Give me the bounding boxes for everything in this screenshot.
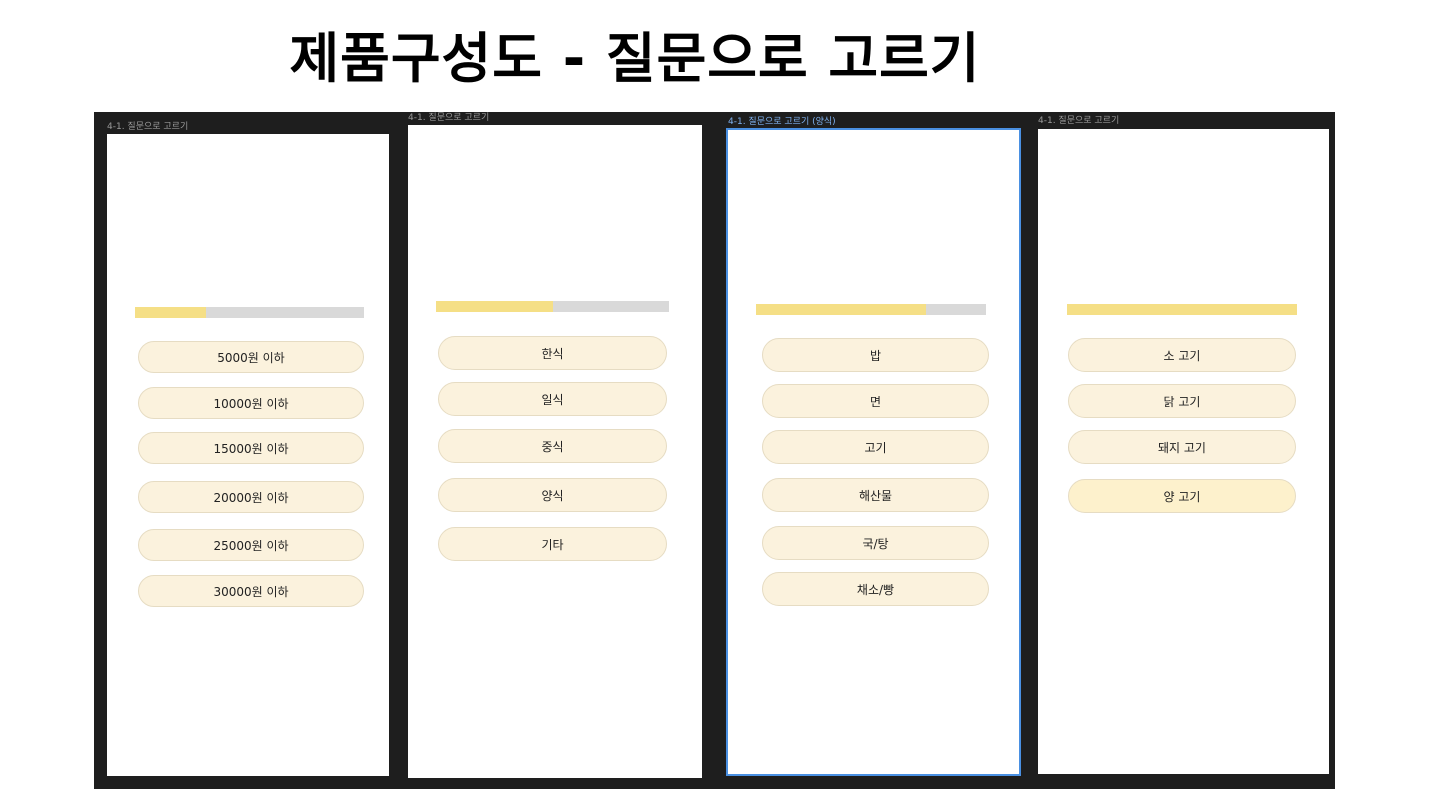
option-japanese[interactable]: 일식: [438, 382, 667, 416]
frame-1[interactable]: 5000원 이하 10000원 이하 15000원 이하 20000원 이하 2…: [107, 134, 389, 776]
option-25000[interactable]: 25000원 이하: [138, 529, 364, 561]
frame-3[interactable]: 밥 면 고기 해산물 국/탕 채소/빵: [726, 128, 1021, 776]
option-other[interactable]: 기타: [438, 527, 667, 561]
frame-label-3[interactable]: 4-1. 질문으로 고르기 (양식): [728, 117, 836, 127]
option-meat[interactable]: 고기: [762, 430, 989, 464]
progress-bar: [436, 301, 669, 312]
option-seafood[interactable]: 해산물: [762, 478, 989, 512]
option-western[interactable]: 양식: [438, 478, 667, 512]
option-noodles[interactable]: 면: [762, 384, 989, 418]
option-10000[interactable]: 10000원 이하: [138, 387, 364, 419]
progress-fill: [436, 301, 553, 312]
option-20000[interactable]: 20000원 이하: [138, 481, 364, 513]
option-chicken[interactable]: 닭 고기: [1068, 384, 1296, 418]
option-lamb[interactable]: 양 고기: [1068, 479, 1296, 513]
option-30000[interactable]: 30000원 이하: [138, 575, 364, 607]
option-vegetable-bread[interactable]: 채소/빵: [762, 572, 989, 606]
frame-label-2[interactable]: 4-1. 질문으로 고르기: [408, 113, 490, 123]
progress-bar: [135, 307, 364, 318]
option-5000[interactable]: 5000원 이하: [138, 341, 364, 373]
frame-label-1[interactable]: 4-1. 질문으로 고르기: [107, 122, 189, 132]
progress-fill: [1067, 304, 1297, 315]
design-canvas[interactable]: 4-1. 질문으로 고르기 5000원 이하 10000원 이하 15000원 …: [94, 112, 1335, 789]
option-beef[interactable]: 소 고기: [1068, 338, 1296, 372]
progress-fill: [135, 307, 206, 318]
option-korean[interactable]: 한식: [438, 336, 667, 370]
progress-bar: [1067, 304, 1297, 315]
page-title: 제품구성도 - 질문으로 고르기: [289, 27, 981, 90]
frame-2[interactable]: 한식 일식 중식 양식 기타: [408, 125, 702, 778]
frame-4[interactable]: 소 고기 닭 고기 돼지 고기 양 고기: [1038, 129, 1329, 774]
option-chinese[interactable]: 중식: [438, 429, 667, 463]
frame-label-4[interactable]: 4-1. 질문으로 고르기: [1038, 116, 1120, 126]
option-rice[interactable]: 밥: [762, 338, 989, 372]
progress-bar: [756, 304, 986, 315]
option-15000[interactable]: 15000원 이하: [138, 432, 364, 464]
progress-fill: [756, 304, 927, 315]
option-soup[interactable]: 국/탕: [762, 526, 989, 560]
option-pork[interactable]: 돼지 고기: [1068, 430, 1296, 464]
